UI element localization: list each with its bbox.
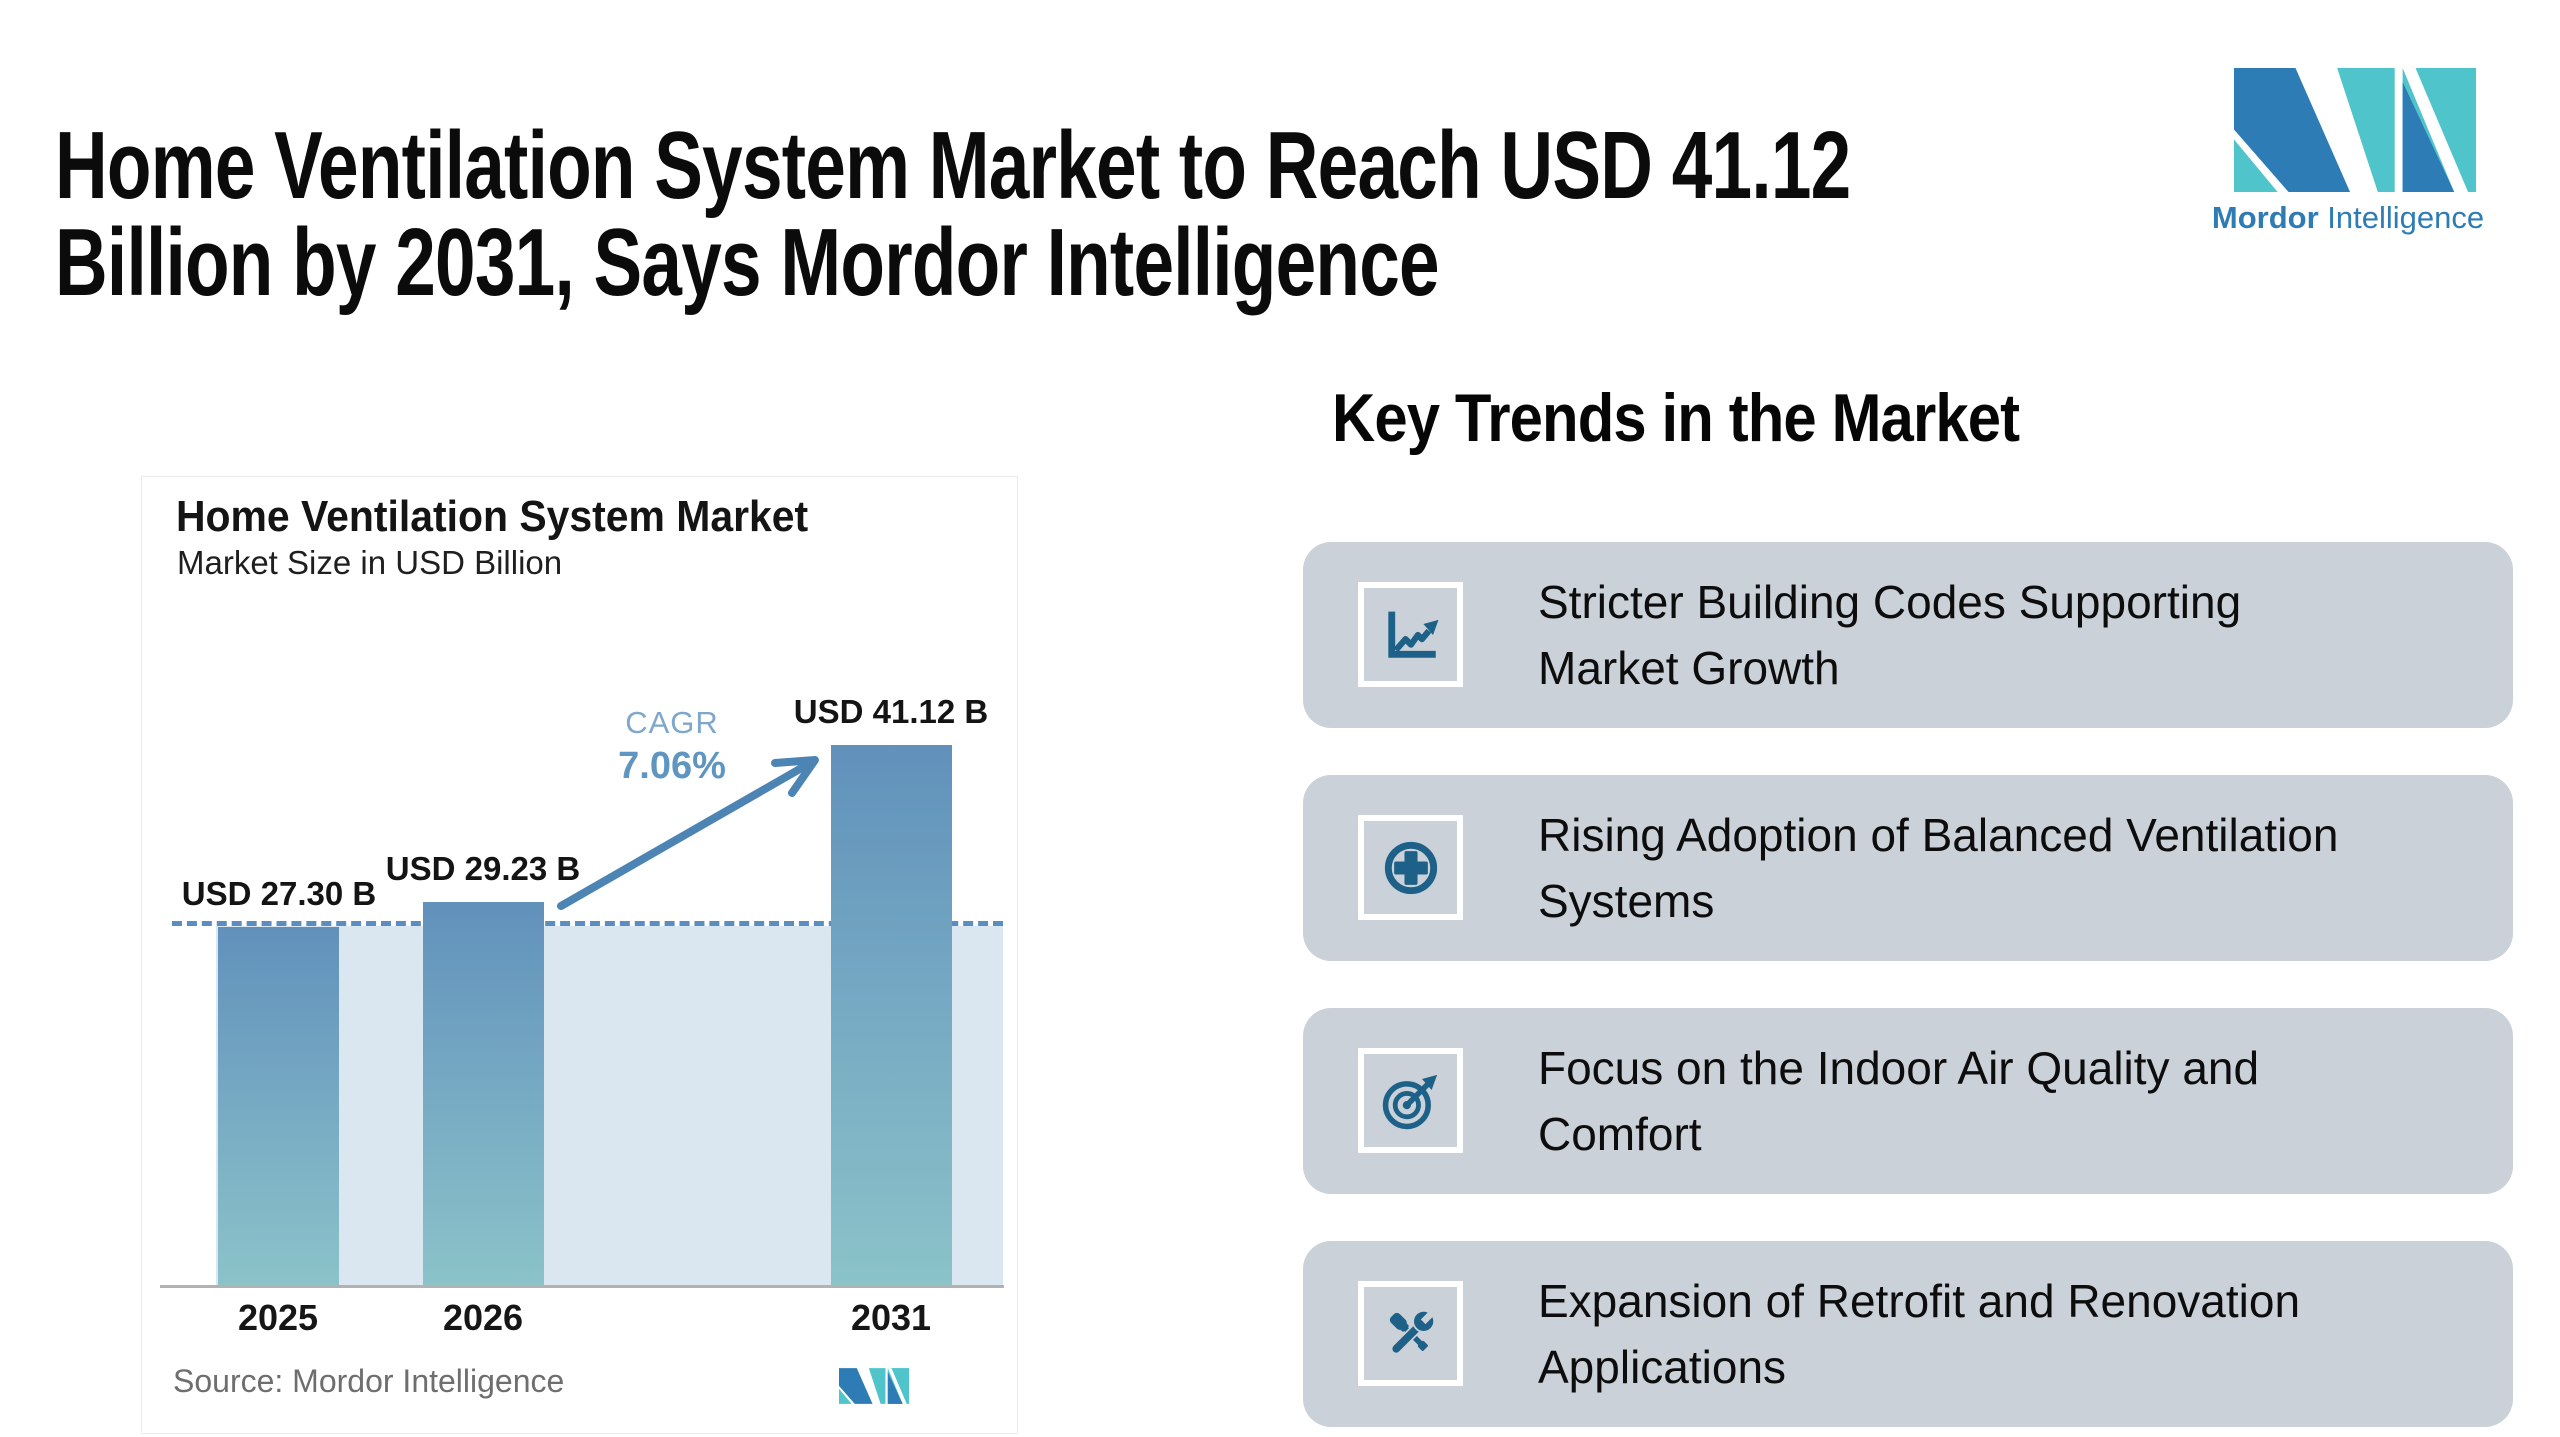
target-arrow-icon [1382, 1074, 1437, 1129]
cagr-annotation: CAGR 7.06% [562, 705, 782, 788]
trend-icon-box [1358, 815, 1463, 920]
trend-card-indoor-air-quality: Focus on the Indoor Air Quality and Comf… [1303, 1008, 2513, 1194]
growth-arrow-icon [557, 756, 819, 910]
logo-wordmark-bold: Mordor [2211, 200, 2319, 235]
bar-value-2025: USD 27.30 B [181, 875, 377, 912]
trend-card-balanced-ventilation: Rising Adoption of Balanced Ventilation … [1303, 775, 2513, 961]
key-trends-heading: Key Trends in the Market [1332, 380, 2020, 456]
trend-icon-box [1358, 582, 1463, 687]
bar-value-2026: USD 29.23 B [385, 850, 581, 887]
x-tick-2026: 2026 [442, 1297, 524, 1338]
trend-card-retrofit-renovation: Expansion of Retrofit and Renovation App… [1303, 1241, 2513, 1427]
bar-2031 [831, 745, 952, 1286]
chart-title: Home Ventilation System Market [176, 492, 809, 541]
x-axis-line [160, 1285, 1004, 1288]
mordor-intelligence-logo: Mordor Intelligence [2190, 2, 2506, 314]
chart-subtitle: Market Size in USD Billion [177, 544, 563, 581]
page-title: Home Ventilation System Market to Reach … [55, 112, 1851, 316]
cagr-label: CAGR [625, 705, 719, 740]
trend-label: Focus on the Indoor Air Quality and Comf… [1538, 1042, 2260, 1160]
logo-wordmark: Mordor Intelligence [2190, 200, 2506, 236]
plus-circle-icon [1384, 841, 1437, 894]
logo-wordmark-regular: Intelligence [2327, 200, 2485, 235]
trend-icon-box [1358, 1048, 1463, 1153]
trend-card-building-codes: Stricter Building Codes Supporting Marke… [1303, 542, 2513, 728]
x-tick-2031: 2031 [850, 1297, 932, 1338]
bar-2025 [218, 927, 339, 1286]
mordor-logo-mark-icon [2233, 68, 2477, 192]
trend-label: Expansion of Retrofit and Renovation App… [1538, 1275, 2301, 1393]
trend-icon-box [1358, 1281, 1463, 1386]
bar-2026 [423, 902, 544, 1286]
x-tick-2025: 2025 [237, 1297, 319, 1338]
bar-value-2031: USD 41.12 B [793, 693, 989, 730]
growth-chart-icon [1387, 611, 1438, 658]
chart-source: Source: Mordor Intelligence [173, 1363, 565, 1399]
trend-label: Stricter Building Codes Supporting Marke… [1538, 576, 2242, 694]
mini-mordor-logo-icon [839, 1368, 909, 1404]
chart-reference-dashed-line [172, 921, 1003, 926]
tools-icon [1389, 1308, 1436, 1354]
cagr-value: 7.06% [618, 745, 726, 787]
trend-label: Rising Adoption of Balanced Ventilation … [1538, 809, 2339, 927]
market-chart-card: Home Ventilation System Market Market Si… [141, 476, 1018, 1434]
